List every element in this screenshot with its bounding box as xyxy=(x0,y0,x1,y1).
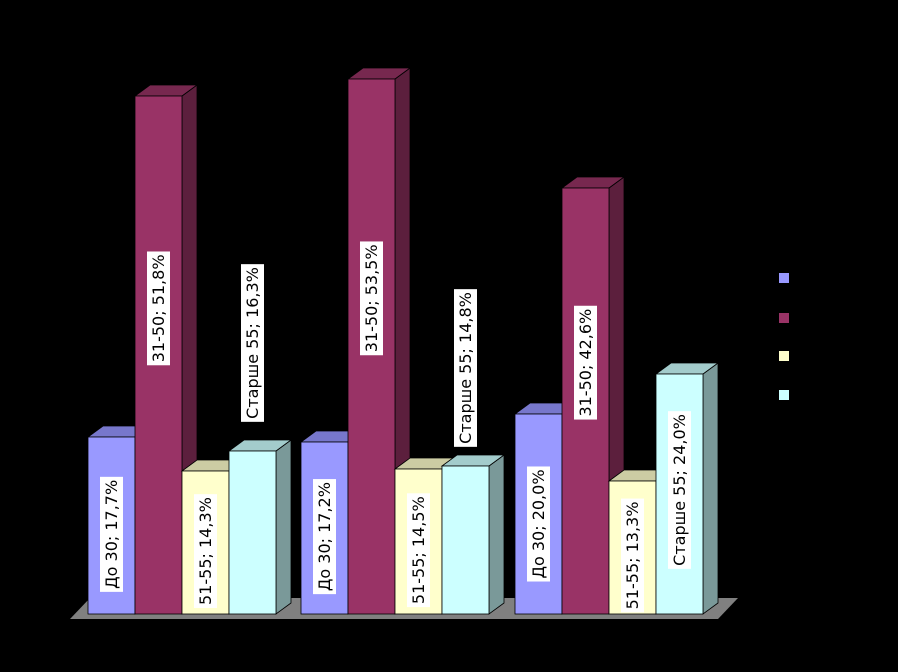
data-label-bg-s1-g2 xyxy=(313,479,336,595)
data-label-s2-g3: 31-50; 42,6% xyxy=(574,305,597,420)
data-label-text-s3-g2: 51-55; 14,5% xyxy=(409,496,428,604)
data-label-text-s3-g1: 51-55; 14,3% xyxy=(196,497,215,605)
bar-front-s4-g2 xyxy=(441,465,490,615)
data-label-bg-s1-g1 xyxy=(100,476,123,592)
data-label-s2-g2: 31-50; 53,5% xyxy=(360,241,383,356)
bar-s4-g2 xyxy=(440,454,506,615)
data-label-text-s2-g2: 31-50; 53,5% xyxy=(362,244,381,352)
data-label-bg-s3-g2 xyxy=(407,493,430,608)
legend-swatch-1 xyxy=(779,273,789,283)
legend-item-1 xyxy=(779,273,789,283)
legend-swatch-2 xyxy=(779,313,789,323)
data-label-s3-g1: 51-55; 14,3% xyxy=(194,494,217,608)
data-label-s1-g2: До 30; 17,2% xyxy=(313,479,336,595)
data-label-bg-s2-g1 xyxy=(147,251,170,366)
data-label-s1-g3: До 30; 20,0% xyxy=(527,466,550,582)
data-label-text-s1-g3: До 30; 20,0% xyxy=(529,469,548,578)
data-label-s4-g2: Старше 55; 14,8% xyxy=(454,289,477,447)
data-label-text-s4-g2: Старше 55; 14,8% xyxy=(456,292,475,444)
data-label-s3-g2: 51-55; 14,5% xyxy=(407,493,430,608)
bar-side-s4-g1 xyxy=(275,439,292,615)
data-labels-group: До 30; 17,7% 31-50; 51,8% 51-55; 14,3% Стар… xyxy=(100,241,691,613)
bars-group xyxy=(86,67,720,615)
data-label-s2-g1: 31-50; 51,8% xyxy=(147,251,170,366)
legend-item-2 xyxy=(779,313,789,323)
data-label-bg-s1-g3 xyxy=(527,466,550,582)
data-label-text-s2-g1: 31-50; 51,8% xyxy=(149,254,168,362)
data-label-s4-g3: Старше 55; 24,0% xyxy=(668,411,691,569)
data-label-text-s1-g2: До 30; 17,2% xyxy=(315,482,334,591)
bar-side-s4-g2 xyxy=(488,454,505,615)
data-label-bg-s3-g1 xyxy=(194,494,217,608)
bar-front-s4-g1 xyxy=(228,450,277,615)
data-label-s4-g1: Старше 55; 16,3% xyxy=(241,264,264,422)
data-label-text-s1-g1: До 30; 17,7% xyxy=(102,480,121,589)
data-label-bg-s2-g2 xyxy=(360,241,383,356)
legend-item-3 xyxy=(779,351,789,361)
data-label-text-s4-g3: Старше 55; 24,0% xyxy=(670,414,689,566)
data-label-text-s3-g3: 51-55; 13,3% xyxy=(623,502,642,610)
data-label-bg-s2-g3 xyxy=(574,305,597,420)
bar-s4-g1 xyxy=(227,439,293,615)
data-label-bg-s4-g1 xyxy=(241,264,264,422)
data-label-s1-g1: До 30; 17,7% xyxy=(100,476,123,592)
legend xyxy=(779,273,789,400)
legend-swatch-3 xyxy=(779,351,789,361)
data-label-bg-s3-g3 xyxy=(621,498,644,613)
legend-swatch-4 xyxy=(779,390,789,400)
data-label-s3-g3: 51-55; 13,3% xyxy=(621,498,644,613)
legend-item-4 xyxy=(779,390,789,400)
data-label-text-s2-g3: 31-50; 42,6% xyxy=(576,309,595,417)
bar-side-s4-g3 xyxy=(702,362,719,615)
data-label-bg-s4-g2 xyxy=(454,289,477,447)
data-label-text-s4-g1: Старше 55; 16,3% xyxy=(243,267,262,419)
data-label-bg-s4-g3 xyxy=(668,411,691,569)
